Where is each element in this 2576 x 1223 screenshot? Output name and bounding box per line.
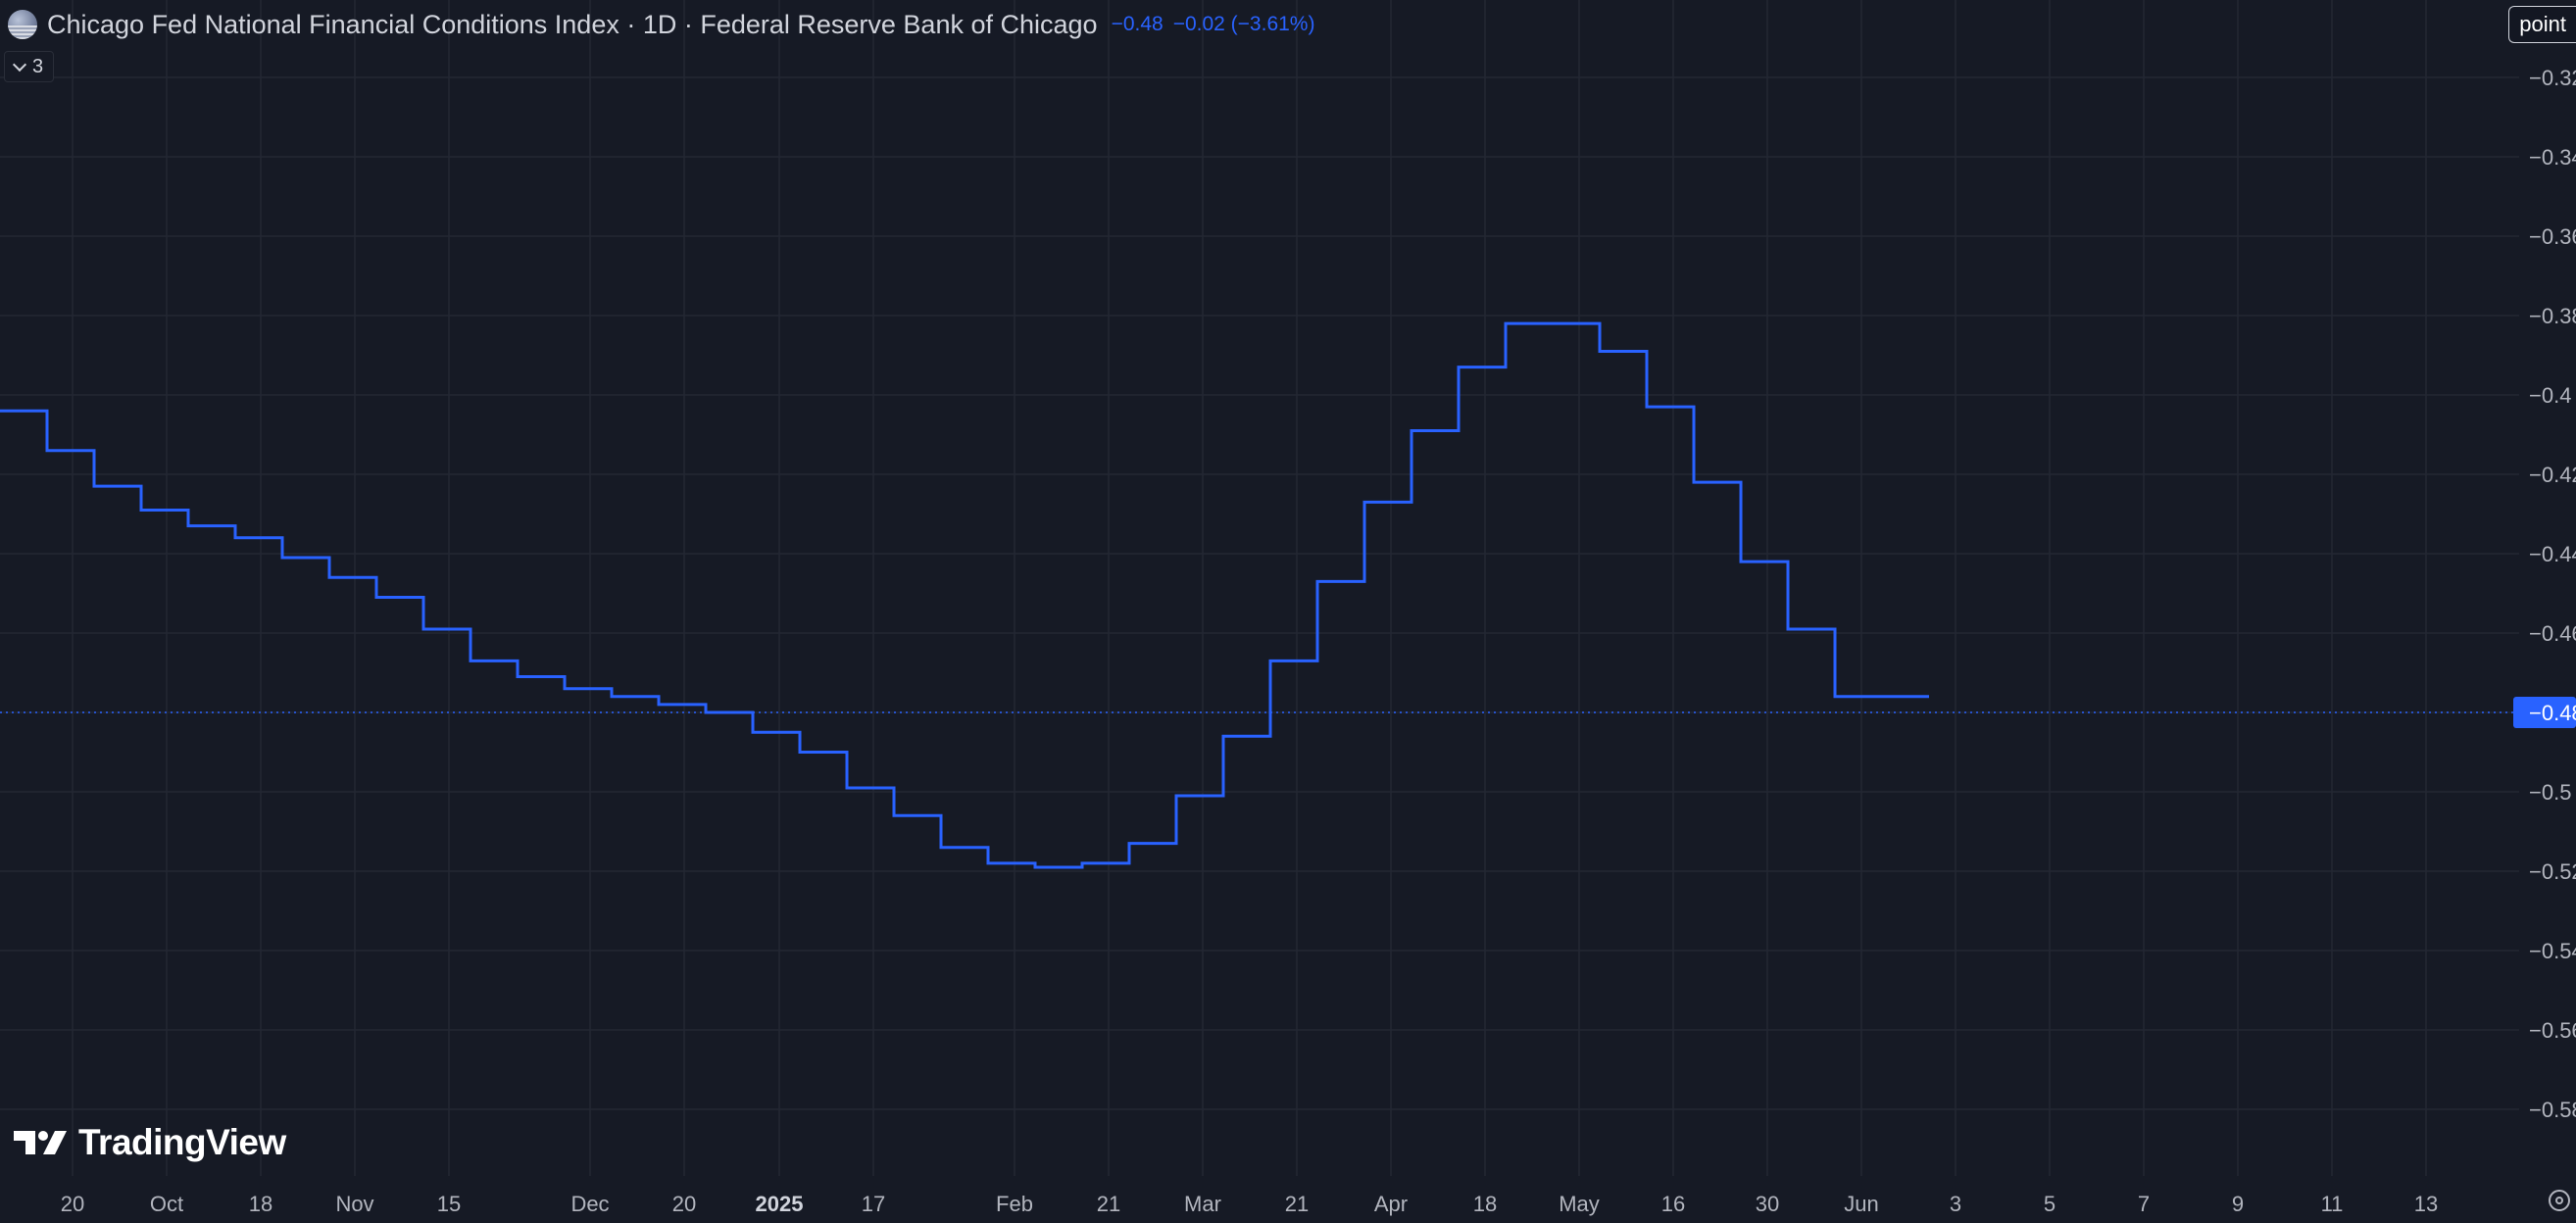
x-tick-label: 16 bbox=[1661, 1192, 1685, 1216]
y-tick-label: −0.56 bbox=[2529, 1018, 2576, 1043]
x-tick-label: 11 bbox=[2321, 1192, 2344, 1216]
x-tick-label: Oct bbox=[150, 1192, 183, 1216]
brand-name: TradingView bbox=[78, 1122, 286, 1162]
y-tick-label: −0.44 bbox=[2529, 542, 2576, 566]
y-axis[interactable]: −0.32 −0.34 −0.36 −0.38 −0.4 −0.42 −0.44 −0.46 −… bbox=[2529, 66, 2576, 1122]
x-tick-label: Dec bbox=[570, 1192, 609, 1216]
last-value-label: −0.48 bbox=[2529, 701, 2576, 725]
x-tick-label: 9 bbox=[2232, 1192, 2244, 1216]
x-axis[interactable]: 20 Oct 18 Nov 15 Dec 20 2025 17 Feb 21 Mar 21 Apr 18 Ma… bbox=[61, 1192, 2438, 1216]
unit-badge[interactable]: point bbox=[2508, 6, 2576, 43]
y-tick-label: −0.42 bbox=[2529, 463, 2576, 487]
y-tick-label: −0.38 bbox=[2529, 304, 2576, 328]
legend-change: −0.02 (−3.61%) bbox=[1172, 13, 1315, 35]
x-tick-label: Feb bbox=[996, 1192, 1033, 1216]
y-tick-label: −0.5 bbox=[2529, 780, 2571, 805]
x-tick-label: 2025 bbox=[756, 1192, 804, 1216]
tradingview-logo-icon bbox=[14, 1131, 67, 1154]
series-line bbox=[0, 321, 1929, 869]
tradingview-brand[interactable]: TradingView bbox=[14, 1122, 286, 1162]
us-flag-icon bbox=[8, 10, 37, 39]
x-tick-label: 13 bbox=[2414, 1192, 2438, 1216]
x-tick-label: 18 bbox=[249, 1192, 272, 1216]
y-tick-label: −0.46 bbox=[2529, 621, 2576, 646]
series-line-group bbox=[0, 321, 1929, 869]
x-tick-label: May bbox=[1559, 1192, 1600, 1216]
y-tick-label: −0.52 bbox=[2529, 859, 2576, 884]
last-value-label-bg bbox=[2513, 697, 2576, 728]
x-tick-label: Jun bbox=[1844, 1192, 1878, 1216]
y-tick-label: −0.58 bbox=[2529, 1098, 2576, 1122]
legend-title: Chicago Fed National Financial Condition… bbox=[47, 9, 1098, 39]
y-tick-label: −0.34 bbox=[2529, 145, 2576, 170]
x-tick-label: 5 bbox=[2044, 1192, 2056, 1216]
legend-value: −0.48 bbox=[1111, 13, 1164, 35]
x-tick-label: 20 bbox=[61, 1192, 84, 1216]
x-tick-label: 7 bbox=[2138, 1192, 2150, 1216]
x-tick-label: 30 bbox=[1756, 1192, 1779, 1216]
x-tick-label: 21 bbox=[1097, 1192, 1120, 1216]
x-tick-label: 3 bbox=[1950, 1192, 1961, 1216]
grid-x bbox=[72, 0, 2427, 1176]
x-tick-label: 15 bbox=[437, 1192, 461, 1216]
x-tick-label: Apr bbox=[1374, 1192, 1408, 1216]
collapse-indicators-button[interactable]: 3 bbox=[4, 51, 55, 82]
indicator-count: 3 bbox=[32, 55, 44, 77]
x-tick-label: Mar bbox=[1184, 1192, 1221, 1216]
y-tick-label: −0.54 bbox=[2529, 939, 2576, 963]
x-tick-label: Nov bbox=[335, 1192, 373, 1216]
y-tick-label: −0.36 bbox=[2529, 224, 2576, 249]
last-value-marker: −0.48 bbox=[0, 697, 2576, 728]
x-tick-label: 20 bbox=[672, 1192, 696, 1216]
y-tick-label: −0.4 bbox=[2529, 383, 2571, 408]
x-tick-label: 18 bbox=[1473, 1192, 1497, 1216]
chevron-down-icon bbox=[12, 57, 27, 72]
x-tick-label: 21 bbox=[1285, 1192, 1309, 1216]
series-legend[interactable]: Chicago Fed National Financial Condition… bbox=[8, 8, 1314, 41]
grid-y bbox=[0, 76, 2519, 1110]
y-tick-label: −0.32 bbox=[2529, 66, 2576, 90]
x-tick-label: 17 bbox=[862, 1192, 885, 1216]
settings-gear-icon[interactable] bbox=[2549, 1190, 2570, 1211]
